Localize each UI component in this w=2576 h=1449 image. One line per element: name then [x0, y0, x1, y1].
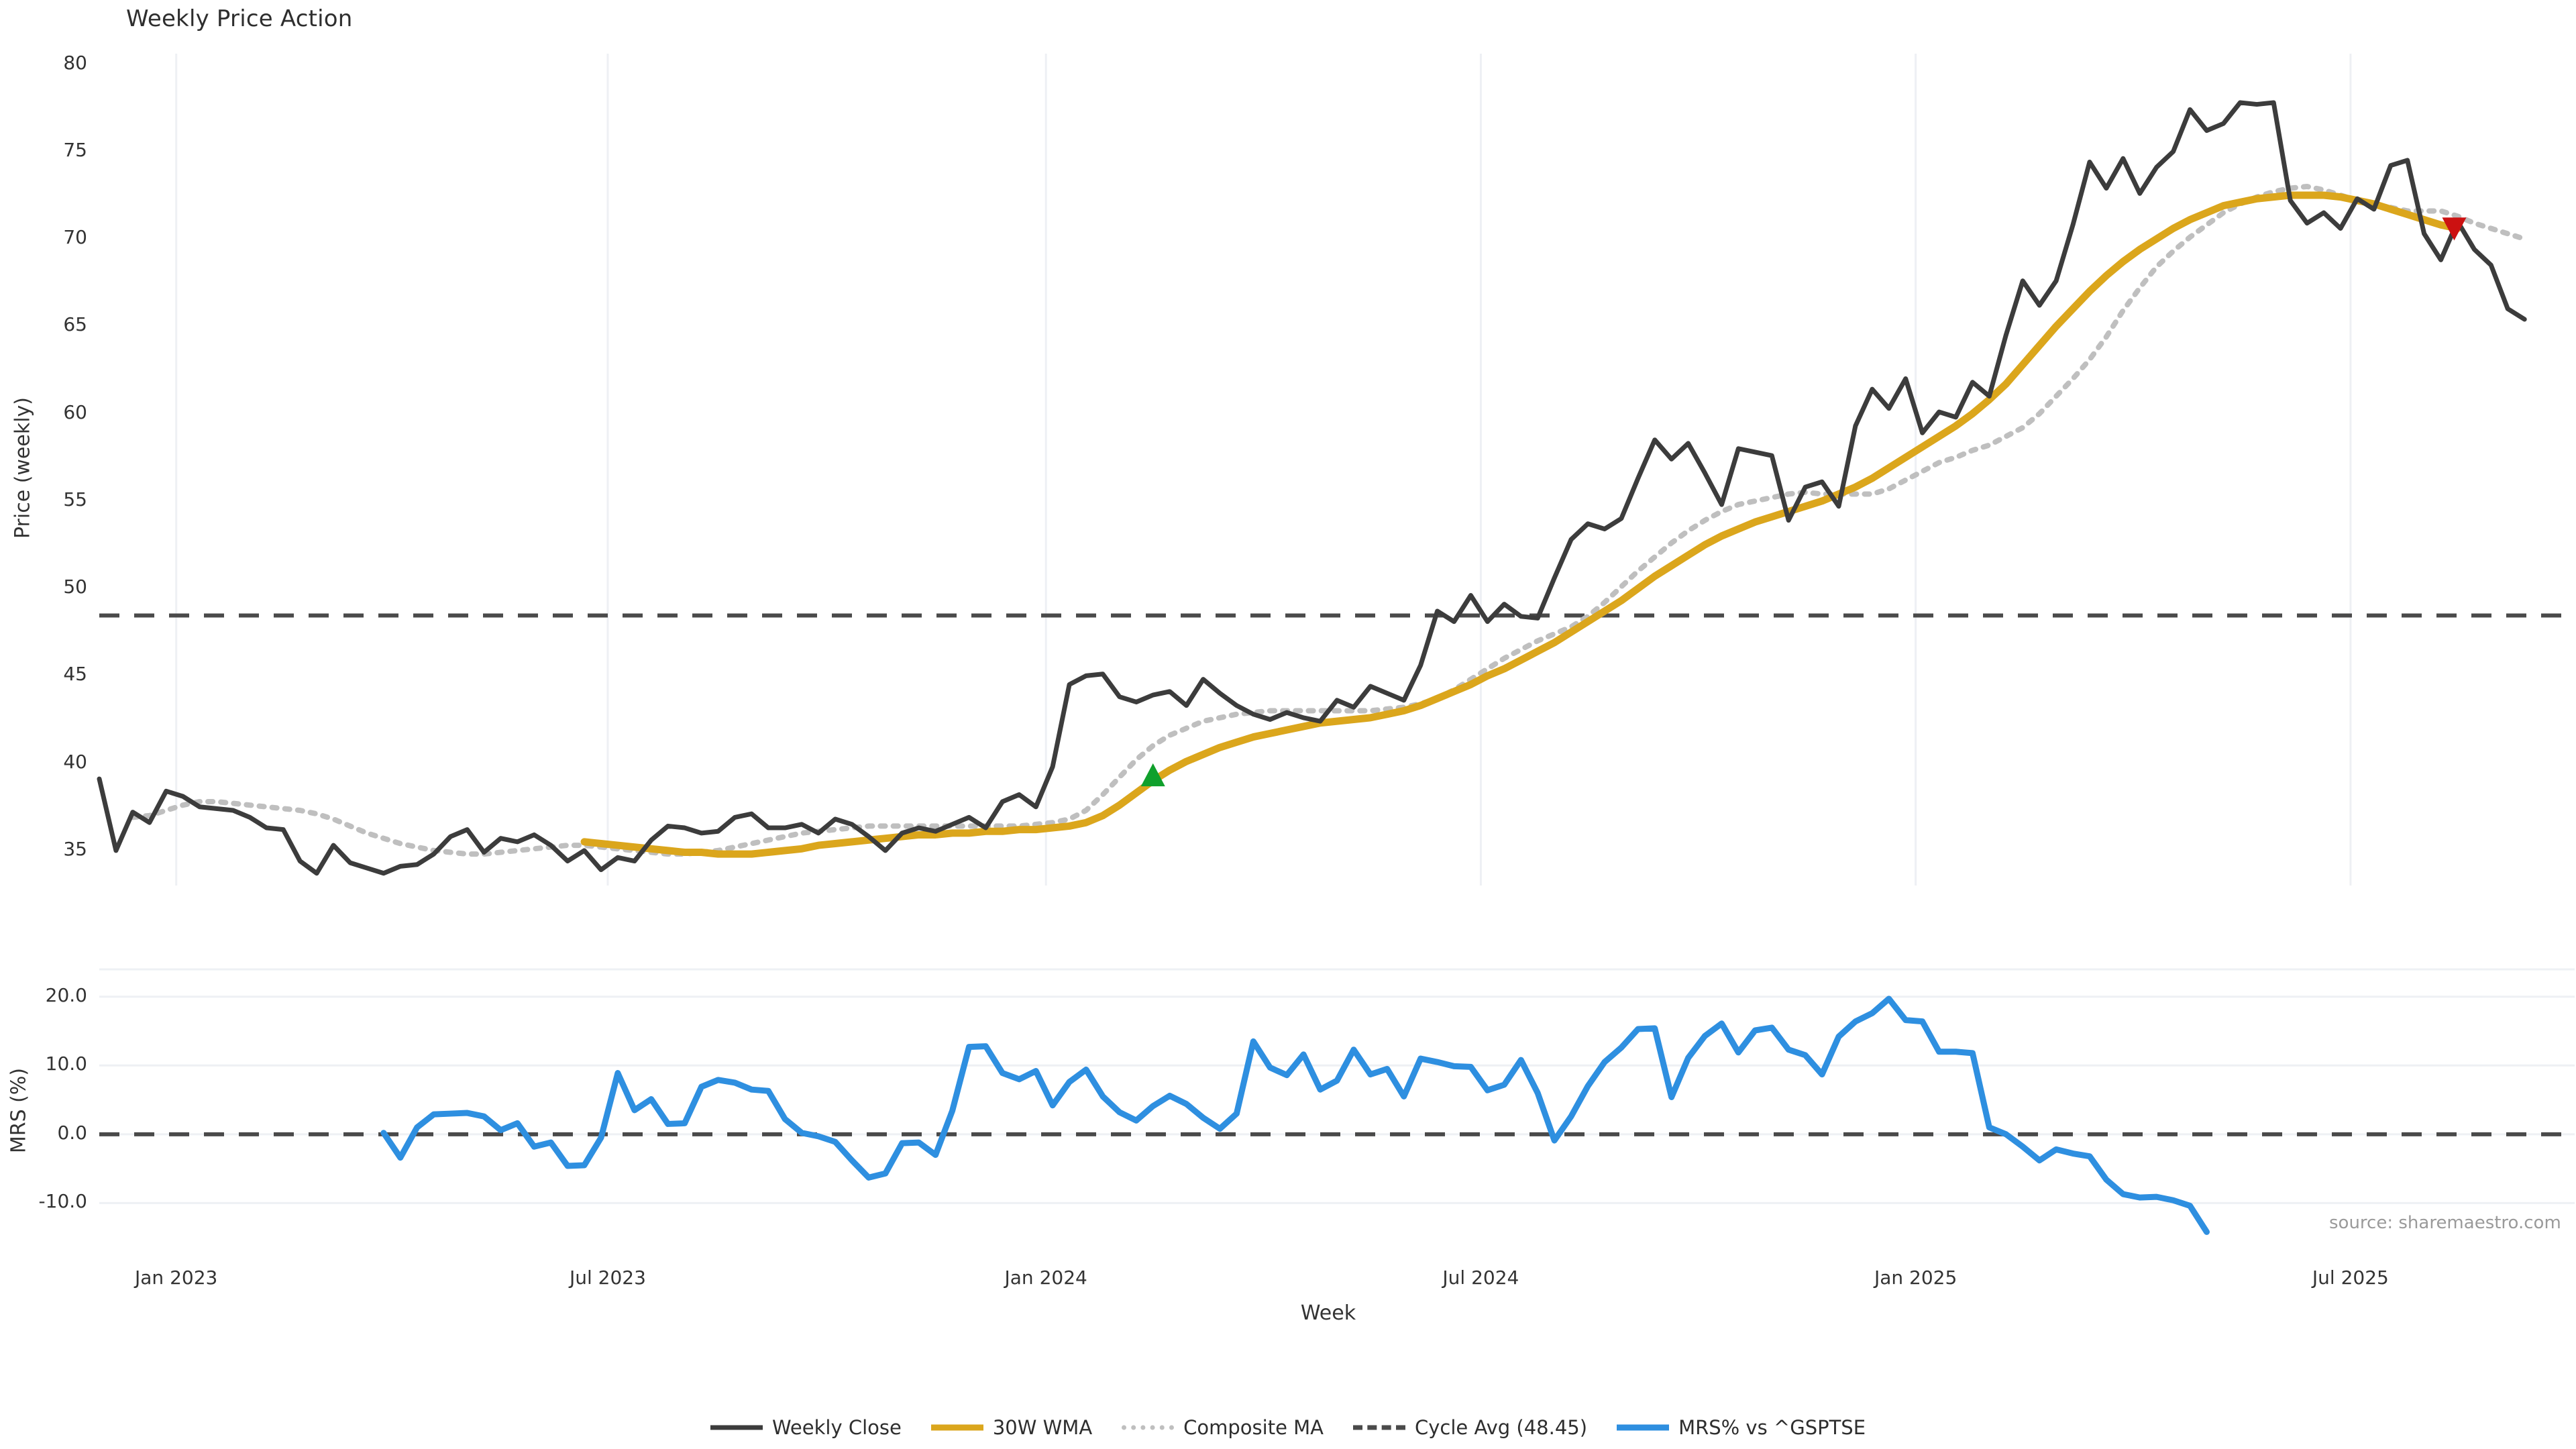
legend-swatch-icon	[1617, 1419, 1670, 1436]
price-series-weekly-close	[97, 100, 2527, 876]
legend-swatch-icon	[1353, 1419, 1406, 1436]
price-ytick-label: 75	[63, 138, 87, 161]
x-axis-tick-label: Jan 2024	[1004, 1267, 1087, 1289]
x-axis-tick-label: Jul 2025	[2312, 1267, 2389, 1289]
mrs-series-line	[380, 996, 2210, 1235]
legend-item-label: 30W WMA	[992, 1416, 1093, 1439]
price-ytick-label: 60	[63, 400, 87, 423]
legend-item-30w-wma[interactable]: 30W WMA	[930, 1416, 1093, 1439]
legend-item-cycle-avg-48-45[interactable]: Cycle Avg (48.45)	[1353, 1416, 1587, 1439]
legend-swatch-icon	[1122, 1419, 1175, 1436]
price-ytick-label: 40	[63, 750, 87, 773]
chart-legend: Weekly Close 30W WMA Composite MA Cycle Avg…	[0, 1407, 2576, 1448]
legend-item-label: Composite MA	[1183, 1416, 1324, 1439]
sell-signal-marker	[2442, 217, 2467, 241]
x-axis-tick-label: Jan 2025	[1874, 1267, 1957, 1289]
legend-swatch-icon	[930, 1419, 983, 1436]
x-axis-tick-label: Jan 2023	[135, 1267, 218, 1289]
mrs-ytick-label: 20.0	[45, 983, 87, 1006]
mrs-y-axis-label: MRS (%)	[7, 1067, 31, 1153]
price-ytick-label: 80	[63, 51, 87, 74]
price-series-30w-wma	[580, 191, 2461, 858]
legend-item-label: Weekly Close	[771, 1416, 902, 1439]
x-axis-tick-label: Jul 2024	[1442, 1267, 1519, 1289]
legend-item-weekly-close[interactable]: Weekly Close	[710, 1416, 902, 1439]
buy-signal-marker	[1140, 763, 1165, 787]
price-ytick-label: 65	[63, 313, 87, 336]
legend-swatch-icon	[710, 1419, 763, 1436]
price-y-axis-label: Price (weekly)	[11, 396, 35, 539]
price-ytick-label: 35	[63, 837, 87, 860]
legend-item-composite-ma[interactable]: Composite MA	[1122, 1416, 1324, 1439]
legend-item-mrs-vs-gsptse[interactable]: MRS% vs ^GSPTSE	[1617, 1416, 1866, 1439]
price-ytick-label: 55	[63, 488, 87, 511]
legend-item-label: MRS% vs ^GSPTSE	[1678, 1416, 1866, 1439]
mrs-ytick-label: -10.0	[38, 1190, 87, 1213]
mrs-ytick-label: 10.0	[45, 1053, 87, 1075]
x-axis-label: Week	[1300, 1301, 1356, 1325]
price-series-composite-ma	[129, 183, 2528, 857]
page-title: Weekly Price Action	[126, 5, 353, 32]
legend-item-label: Cycle Avg (48.45)	[1415, 1416, 1588, 1439]
price-ytick-label: 50	[63, 576, 87, 598]
x-axis-tick-label: Jul 2023	[569, 1267, 646, 1289]
mrs-ytick-label: 0.0	[57, 1121, 87, 1144]
price-ytick-label: 70	[63, 226, 87, 249]
price-ytick-label: 45	[63, 663, 87, 686]
source-attribution: source: sharemaestro.com	[2329, 1213, 2561, 1233]
